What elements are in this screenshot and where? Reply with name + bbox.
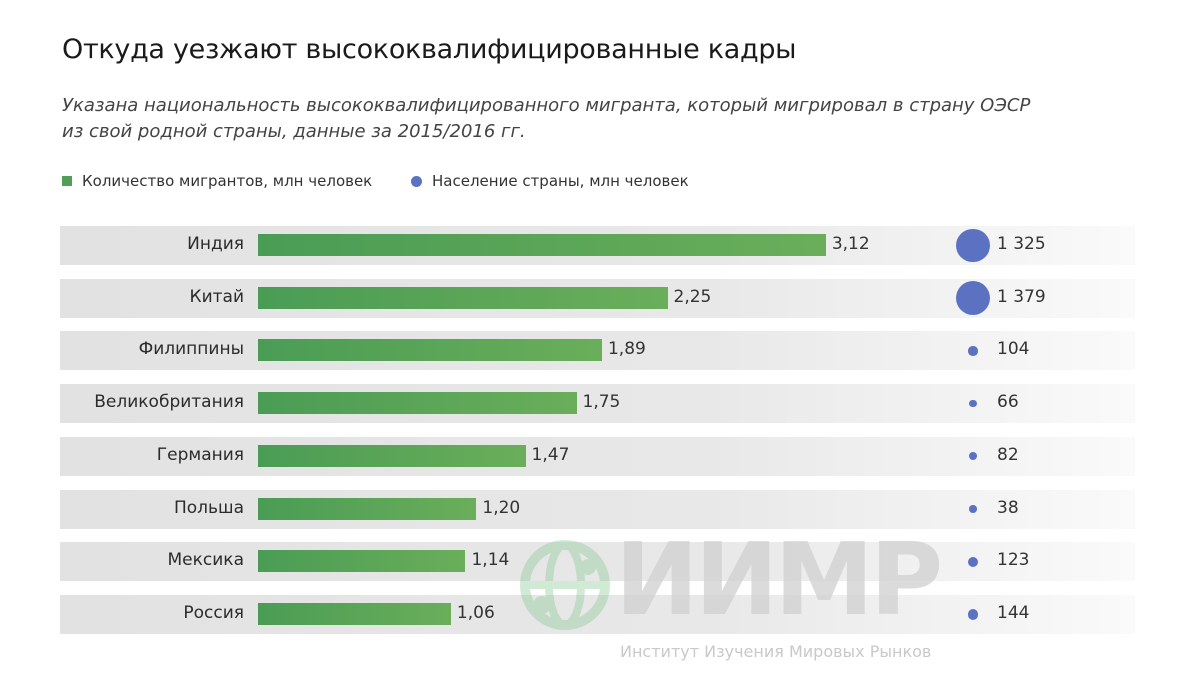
bar-value-label: 1,20 xyxy=(482,497,521,518)
population-value-label: 144 xyxy=(997,602,1030,623)
bar-value-label: 1,89 xyxy=(607,339,646,360)
bar-value-label: 1,06 xyxy=(456,602,495,623)
row-band xyxy=(60,489,1135,529)
category-label: Польша xyxy=(173,497,244,518)
category-label: Филиппины xyxy=(138,339,244,360)
watermark-text: Институт Изучения Мировых Рынков xyxy=(620,642,932,661)
legend-label: Население страны, млн человек xyxy=(432,172,689,190)
bar xyxy=(258,497,477,520)
legend-item-migrants: Количество мигрантов, млн человек xyxy=(62,172,372,190)
bar-value-label: 1,47 xyxy=(531,444,570,465)
bar xyxy=(258,392,577,415)
subtitle-line-2: из свой родной страны, данные за 2015/20… xyxy=(62,121,526,142)
category-label: Мексика xyxy=(167,550,244,571)
population-bubble xyxy=(969,505,977,513)
bar xyxy=(258,286,668,309)
row-band xyxy=(60,436,1135,476)
legend-item-population: Население страны, млн человек xyxy=(411,172,689,190)
bar xyxy=(258,444,526,467)
category-label: Россия xyxy=(183,602,244,623)
bar xyxy=(258,602,451,625)
row-band xyxy=(60,542,1135,582)
bar-value-label: 1,14 xyxy=(471,550,510,571)
row-band xyxy=(60,594,1135,634)
chart-subtitle: Указана национальность высококвалифициро… xyxy=(62,93,1062,145)
population-bubble xyxy=(968,452,978,461)
category-label: Великобритания xyxy=(94,392,244,413)
category-label: Индия xyxy=(187,234,244,254)
population-bubble xyxy=(968,346,978,356)
population-value-label: 123 xyxy=(997,550,1030,571)
subtitle-line-1: Указана национальность высококвалифициро… xyxy=(62,95,1031,116)
population-value-label: 104 xyxy=(997,339,1030,360)
population-value-label: 38 xyxy=(997,497,1019,518)
bar-value-label: 2,25 xyxy=(673,286,712,307)
chart-title: Откуда уезжают высококвалифицированные к… xyxy=(62,34,797,65)
row-band xyxy=(60,384,1135,424)
category-label: Германия xyxy=(156,444,244,465)
population-bubble xyxy=(956,281,990,316)
population-value-label: 66 xyxy=(997,392,1019,413)
legend-label: Количество мигрантов, млн человек xyxy=(82,172,373,190)
legend-circle-icon xyxy=(411,175,422,187)
population-bubble xyxy=(956,228,990,263)
bar xyxy=(258,550,466,573)
population-value-label: 82 xyxy=(997,444,1019,465)
bar xyxy=(258,339,602,362)
population-bubble xyxy=(967,608,979,620)
bar-value-label: 3,12 xyxy=(831,234,870,254)
population-bubble xyxy=(969,399,977,408)
category-label: Китай xyxy=(189,286,245,307)
population-bubble xyxy=(967,556,979,567)
population-value-label: 1 379 xyxy=(997,286,1046,307)
population-value-label: 1 325 xyxy=(997,234,1046,254)
bar xyxy=(258,234,826,256)
bar-value-label: 1,75 xyxy=(582,392,621,413)
legend-square-icon xyxy=(62,176,72,186)
